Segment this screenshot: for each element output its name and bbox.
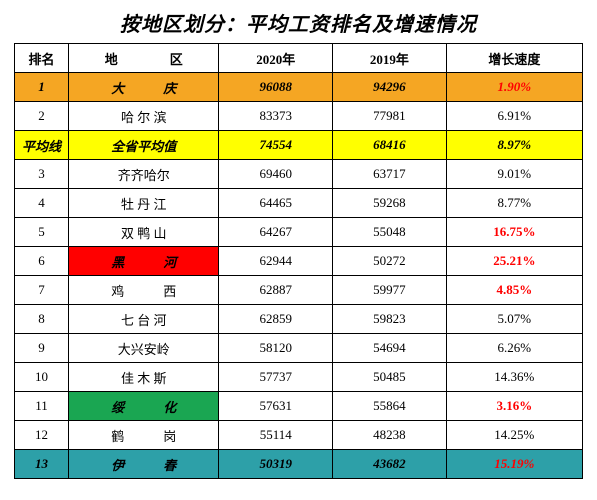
cell-region: 全省平均值 <box>68 131 219 160</box>
cell-rank: 13 <box>15 450 69 479</box>
cell-region: 大兴安岭 <box>68 334 219 363</box>
cell-2020: 64465 <box>219 189 333 218</box>
cell-2019: 43682 <box>333 450 447 479</box>
cell-region: 鸡 西 <box>68 276 219 305</box>
table-row: 4牡 丹 江64465592688.77% <box>15 189 583 218</box>
cell-rank: 8 <box>15 305 69 334</box>
cell-2020: 57737 <box>219 363 333 392</box>
cell-2020: 62887 <box>219 276 333 305</box>
cell-2019: 63717 <box>333 160 447 189</box>
cell-region: 鹤 岗 <box>68 421 219 450</box>
cell-rank: 1 <box>15 73 69 102</box>
cell-rank: 2 <box>15 102 69 131</box>
cell-growth: 25.21% <box>446 247 582 276</box>
table-row: 8七 台 河62859598235.07% <box>15 305 583 334</box>
table-row: 1大 庆96088942961.90% <box>15 73 583 102</box>
cell-2019: 59977 <box>333 276 447 305</box>
header-row: 排名 地 区 2020年 2019年 增长速度 <box>15 44 583 73</box>
cell-growth: 9.01% <box>446 160 582 189</box>
table-row: 6黑 河629445027225.21% <box>15 247 583 276</box>
cell-growth: 5.07% <box>446 305 582 334</box>
cell-2020: 64267 <box>219 218 333 247</box>
cell-2020: 62944 <box>219 247 333 276</box>
col-2020-header: 2020年 <box>219 44 333 73</box>
table-row: 3齐齐哈尔69460637179.01% <box>15 160 583 189</box>
cell-region: 双 鸭 山 <box>68 218 219 247</box>
table-row: 12鹤 岗551144823814.25% <box>15 421 583 450</box>
cell-rank: 4 <box>15 189 69 218</box>
cell-growth: 16.75% <box>446 218 582 247</box>
region-header-right: 区 <box>170 52 183 67</box>
col-2019-header: 2019年 <box>333 44 447 73</box>
table-row: 11绥 化57631558643.16% <box>15 392 583 421</box>
cell-rank: 7 <box>15 276 69 305</box>
cell-growth: 14.36% <box>446 363 582 392</box>
cell-rank: 平均线 <box>15 131 69 160</box>
cell-rank: 11 <box>15 392 69 421</box>
cell-growth: 15.19% <box>446 450 582 479</box>
cell-rank: 5 <box>15 218 69 247</box>
cell-2020: 62859 <box>219 305 333 334</box>
cell-region: 大 庆 <box>68 73 219 102</box>
table-row: 10佳 木 斯577375048514.36% <box>15 363 583 392</box>
cell-2020: 74554 <box>219 131 333 160</box>
region-header-left: 地 <box>105 52 118 67</box>
cell-2020: 96088 <box>219 73 333 102</box>
cell-growth: 1.90% <box>446 73 582 102</box>
cell-region: 哈 尔 滨 <box>68 102 219 131</box>
cell-2019: 55048 <box>333 218 447 247</box>
cell-region: 绥 化 <box>68 392 219 421</box>
col-region-header: 地 区 <box>68 44 219 73</box>
cell-2019: 94296 <box>333 73 447 102</box>
cell-2019: 54694 <box>333 334 447 363</box>
cell-2020: 69460 <box>219 160 333 189</box>
cell-growth: 8.77% <box>446 189 582 218</box>
cell-2019: 50272 <box>333 247 447 276</box>
cell-rank: 10 <box>15 363 69 392</box>
table-row: 9大兴安岭58120546946.26% <box>15 334 583 363</box>
cell-growth: 6.26% <box>446 334 582 363</box>
table-row: 5双 鸭 山642675504816.75% <box>15 218 583 247</box>
cell-growth: 4.85% <box>446 276 582 305</box>
cell-region: 黑 河 <box>68 247 219 276</box>
cell-2020: 83373 <box>219 102 333 131</box>
cell-2020: 55114 <box>219 421 333 450</box>
cell-rank: 12 <box>15 421 69 450</box>
cell-2020: 57631 <box>219 392 333 421</box>
table-row: 平均线全省平均值74554684168.97% <box>15 131 583 160</box>
col-growth-header: 增长速度 <box>446 44 582 73</box>
cell-region: 七 台 河 <box>68 305 219 334</box>
table-row: 13伊 春503194368215.19% <box>15 450 583 479</box>
cell-region: 伊 春 <box>68 450 219 479</box>
cell-rank: 3 <box>15 160 69 189</box>
cell-growth: 14.25% <box>446 421 582 450</box>
cell-rank: 6 <box>15 247 69 276</box>
cell-2019: 77981 <box>333 102 447 131</box>
cell-2019: 48238 <box>333 421 447 450</box>
cell-growth: 6.91% <box>446 102 582 131</box>
col-rank-header: 排名 <box>15 44 69 73</box>
cell-2019: 50485 <box>333 363 447 392</box>
table-row: 2哈 尔 滨83373779816.91% <box>15 102 583 131</box>
cell-rank: 9 <box>15 334 69 363</box>
cell-2019: 55864 <box>333 392 447 421</box>
cell-2020: 58120 <box>219 334 333 363</box>
cell-region: 牡 丹 江 <box>68 189 219 218</box>
cell-2020: 50319 <box>219 450 333 479</box>
salary-table: 排名 地 区 2020年 2019年 增长速度 1大 庆96088942961.… <box>14 43 583 479</box>
cell-2019: 59823 <box>333 305 447 334</box>
cell-2019: 68416 <box>333 131 447 160</box>
cell-region: 齐齐哈尔 <box>68 160 219 189</box>
table-title: 按地区划分：平均工资排名及增速情况 <box>14 8 583 37</box>
cell-region: 佳 木 斯 <box>68 363 219 392</box>
table-row: 7鸡 西62887599774.85% <box>15 276 583 305</box>
cell-growth: 3.16% <box>446 392 582 421</box>
cell-growth: 8.97% <box>446 131 582 160</box>
cell-2019: 59268 <box>333 189 447 218</box>
